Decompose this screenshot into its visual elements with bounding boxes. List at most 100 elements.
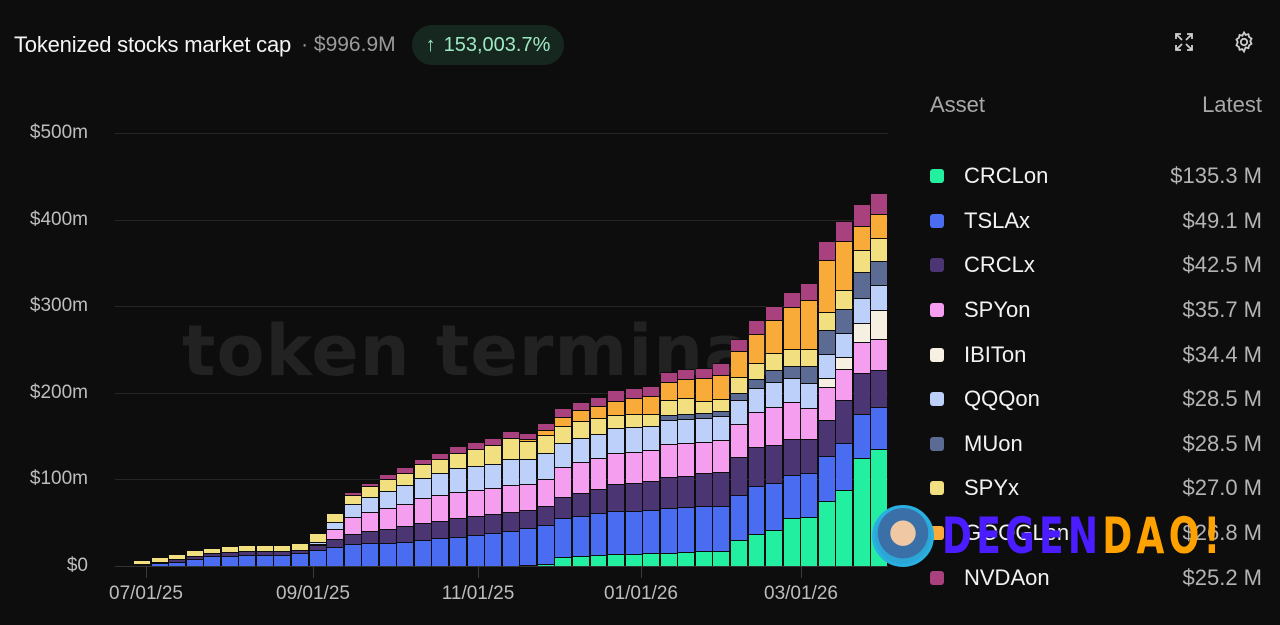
- bar-segment-spyx: [853, 249, 870, 273]
- bar-segment-qqqon: [309, 541, 326, 544]
- stacked-bar[interactable]: [608, 390, 625, 566]
- legend-row-googlon[interactable]: GOOGLon $26.8 M: [930, 511, 1262, 556]
- stacked-bar[interactable]: [502, 430, 519, 566]
- legend-row-qqqon[interactable]: QQQon $28.5 M: [930, 377, 1262, 422]
- bar-segment-spyx: [660, 399, 677, 416]
- stacked-bar[interactable]: [186, 550, 203, 566]
- bar-segment-crclx: [169, 559, 186, 562]
- stacked-bar[interactable]: [169, 553, 186, 566]
- stacked-bar[interactable]: [853, 204, 870, 566]
- stacked-bar[interactable]: [467, 442, 484, 566]
- stacked-bar[interactable]: [397, 467, 414, 566]
- stacked-bar[interactable]: [590, 397, 607, 566]
- legend-row-tslax[interactable]: TSLAx $49.1 M: [930, 199, 1262, 244]
- bar-segment-tslax: [397, 541, 414, 566]
- legend-latest-value: $28.5 M: [1182, 386, 1263, 412]
- stacked-bar[interactable]: [151, 556, 168, 566]
- bar-segment-googlon: [625, 398, 642, 414]
- bar-segment-qqqon: [625, 427, 642, 452]
- stacked-bar[interactable]: [134, 559, 150, 566]
- bar-segment-qqqon: [467, 466, 484, 490]
- stacked-bar[interactable]: [572, 401, 589, 566]
- stacked-bar[interactable]: [221, 546, 238, 566]
- stacked-bar[interactable]: [695, 367, 712, 566]
- legend-row-spyx[interactable]: SPYx $27.0 M: [930, 466, 1262, 511]
- bar-segment-nvdaon: [450, 445, 466, 453]
- stacked-bar[interactable]: [239, 545, 256, 566]
- stacked-bar[interactable]: [537, 423, 554, 566]
- x-tick-label: 07/01/25: [109, 583, 183, 604]
- stacked-bar[interactable]: [362, 482, 379, 566]
- bar-segment-nvdaon: [695, 367, 712, 379]
- bar-segment-tslax: [643, 509, 660, 554]
- bar-segment-googlon: [572, 410, 589, 421]
- stacked-bar[interactable]: [379, 474, 396, 566]
- stacked-bar[interactable]: [309, 533, 326, 566]
- stacked-bar[interactable]: [274, 545, 291, 566]
- bar-segment-googlon: [783, 307, 800, 349]
- legend-row-ibiton[interactable]: IBITon $34.4 M: [930, 332, 1262, 377]
- bar-segment-crclx: [660, 476, 677, 508]
- bar-segment-tslax: [292, 553, 308, 566]
- stacked-bar[interactable]: [730, 339, 747, 566]
- stacked-bar[interactable]: [520, 433, 537, 566]
- x-tick: [313, 566, 314, 578]
- legend-row-crclon[interactable]: CRCLon $135.3 M: [930, 154, 1262, 199]
- bar-segment-googlon: [537, 430, 554, 436]
- stacked-bar[interactable]: [643, 385, 660, 566]
- stacked-bar[interactable]: [818, 241, 835, 566]
- stacked-bar[interactable]: [555, 408, 572, 566]
- stacked-bar[interactable]: [713, 362, 730, 566]
- stacked-bar[interactable]: [836, 220, 853, 566]
- stacked-bar[interactable]: [292, 542, 308, 566]
- bar-segment-spyx: [555, 425, 572, 444]
- bar-segment-spyx: [344, 495, 361, 504]
- legend-asset-name: IBITon: [964, 341, 1027, 367]
- legend-row-nvdaon[interactable]: NVDAon $25.2 M: [930, 555, 1262, 600]
- stacked-bar[interactable]: [432, 453, 449, 566]
- stacked-bar[interactable]: [414, 458, 431, 566]
- stacked-bar[interactable]: [678, 368, 695, 566]
- stacked-bar[interactable]: [450, 445, 466, 566]
- bar-segment-spyx: [485, 444, 502, 464]
- bar-segment-googlon: [730, 351, 747, 378]
- bar-segment-spyx: [818, 312, 835, 330]
- bar-segment-tslax: [766, 482, 783, 530]
- stacked-bar[interactable]: [327, 513, 344, 566]
- legend-row-spyon[interactable]: SPYon $35.7 M: [930, 288, 1262, 333]
- bar-segment-crclx: [432, 520, 449, 539]
- bar-segment-muon: [836, 308, 853, 334]
- bar-segment-nvdaon: [572, 401, 589, 411]
- stacked-bar[interactable]: [625, 387, 642, 566]
- stacked-bar[interactable]: [344, 492, 361, 566]
- x-tick-label: 11/01/25: [441, 583, 515, 604]
- bar-segment-spyx: [572, 420, 589, 438]
- y-tick-label: $100m: [29, 468, 88, 490]
- stacked-bar[interactable]: [801, 282, 818, 566]
- gear-icon[interactable]: [1232, 30, 1256, 54]
- legend-col-asset[interactable]: Asset: [930, 92, 986, 117]
- stacked-bar[interactable]: [256, 545, 273, 566]
- stacked-bar[interactable]: [660, 372, 677, 566]
- legend-col-latest[interactable]: Latest: [1202, 92, 1262, 117]
- stacked-bar[interactable]: [783, 291, 800, 566]
- legend-swatch: [930, 392, 944, 407]
- bar-segment-spyon: [379, 508, 396, 529]
- legend-swatch: [930, 258, 944, 273]
- bar-segment-qqqon: [397, 484, 414, 504]
- stacked-bar[interactable]: [748, 320, 765, 566]
- bar-segment-spyon: [467, 489, 484, 516]
- legend-asset-name: SPYx: [964, 475, 1020, 501]
- bar-segment-spyon: [309, 543, 326, 546]
- stacked-bar[interactable]: [766, 306, 783, 566]
- bar-segment-qqqon: [379, 490, 396, 508]
- legend-row-muon[interactable]: MUon $28.5 M: [930, 422, 1262, 467]
- expand-icon[interactable]: [1172, 30, 1196, 54]
- bar-segment-tslax: [327, 546, 344, 566]
- stacked-bar[interactable]: [485, 437, 502, 566]
- stacked-bar-chart: token terminal $0 $100m $200m $300m $400m $50…: [0, 100, 900, 625]
- legend-row-crclx[interactable]: CRCLx $42.5 M: [930, 243, 1262, 288]
- bar-segment-spyon: [625, 451, 642, 483]
- stacked-bar[interactable]: [204, 547, 221, 566]
